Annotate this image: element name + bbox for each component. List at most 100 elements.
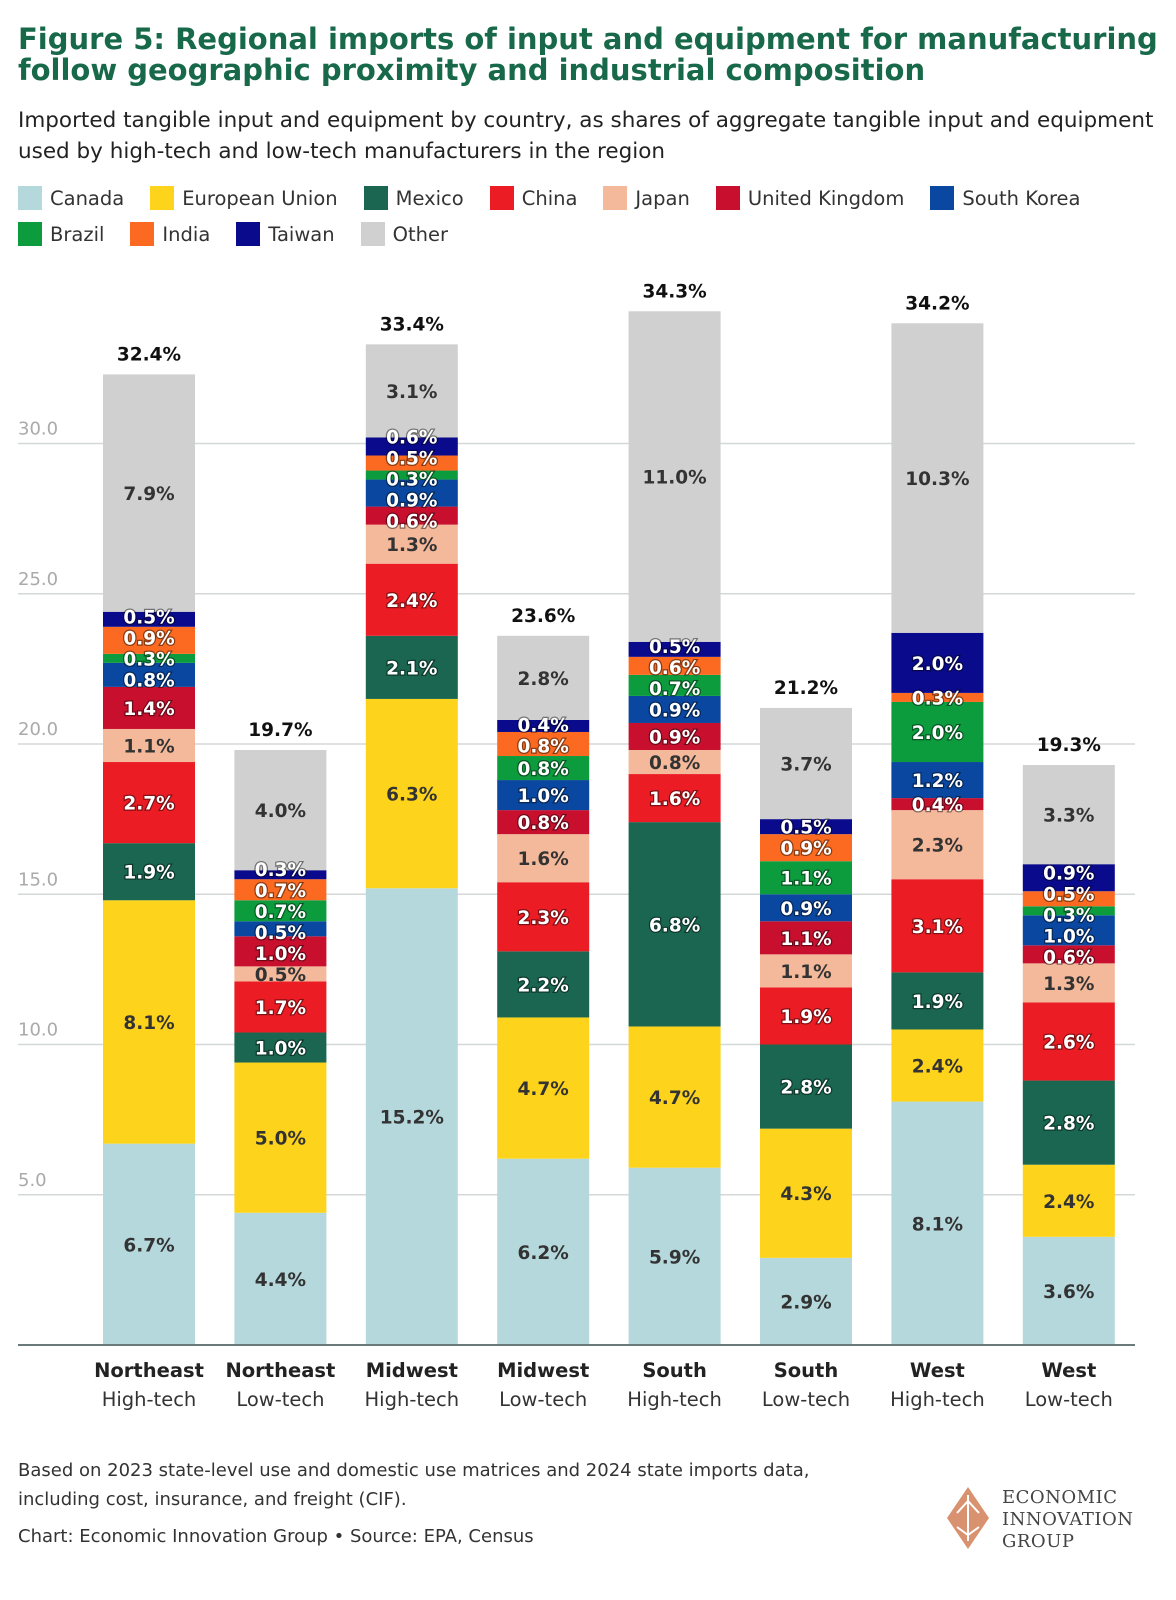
data-label: 0.8% [123, 671, 174, 692]
data-label: 11.0% [643, 468, 707, 489]
bar-segment-south-korea [234, 921, 327, 937]
legend-label: India [162, 222, 211, 246]
data-label: 5.0% [255, 1129, 306, 1150]
legend-item-brazil: Brazil [18, 222, 104, 246]
bar-segment-brazil [497, 756, 590, 781]
data-label: 0.9% [386, 491, 437, 512]
data-label: 1.3% [386, 535, 437, 556]
data-label: 4.7% [649, 1088, 700, 1109]
bar-segment-mexico [234, 1032, 327, 1063]
x-tick-type: High-tech [627, 1388, 722, 1411]
legend-item-japan: Japan [603, 186, 690, 210]
bar-segment-japan [891, 810, 984, 880]
legend-item-mexico: Mexico [363, 186, 464, 210]
bar-segment-canada [234, 1212, 327, 1345]
data-label: 2.8% [780, 1078, 831, 1099]
data-label: 0.8% [518, 813, 569, 834]
data-label: 0.5% [255, 923, 306, 944]
bar-segment-india [497, 731, 590, 757]
data-label: 6.7% [123, 1235, 174, 1256]
bar-segment-japan [1022, 963, 1115, 1003]
data-label: 4.3% [780, 1184, 831, 1205]
data-label: 2.6% [1043, 1032, 1094, 1053]
data-label: 2.3% [912, 836, 963, 857]
data-label: 0.5% [386, 449, 437, 470]
bar-segment-european-union [891, 1029, 984, 1102]
bar-segment-brazil [1022, 906, 1115, 916]
data-label: 0.7% [255, 902, 306, 923]
note-line-1: Based on 2023 state-level use and domest… [18, 1460, 810, 1481]
data-label: 3.6% [1043, 1282, 1094, 1303]
legend-swatch [930, 186, 955, 210]
bar-segment-european-union [234, 1062, 327, 1213]
bar-segment-european-union [1022, 1164, 1115, 1237]
x-tick-type: Low-tech [236, 1388, 324, 1411]
bar-segment-other [1022, 765, 1115, 865]
bar-segment-other [628, 311, 721, 642]
x-tick-type: Low-tech [762, 1388, 850, 1411]
data-label: 0.9% [780, 899, 831, 920]
bar-segment-china [891, 879, 984, 973]
data-label: 8.1% [912, 1214, 963, 1235]
bar-segment-mexico [497, 951, 590, 1018]
bar-segment-canada [760, 1257, 852, 1345]
bar-segment-india [760, 834, 852, 862]
legend-label: European Union [182, 186, 338, 210]
legend-swatch [130, 222, 155, 246]
data-label: 15.2% [380, 1108, 444, 1129]
bar-segment-taiwan [234, 870, 327, 880]
data-label: 2.0% [912, 654, 963, 675]
data-label: 0.8% [649, 753, 700, 774]
data-label: 0.6% [386, 428, 437, 449]
legend-swatch [360, 222, 385, 246]
bar-segment-united-kingdom [103, 686, 195, 729]
bar-segment-other [760, 707, 852, 820]
legend-label: China [521, 186, 578, 210]
data-label: 1.9% [123, 863, 174, 884]
data-label: 0.6% [386, 512, 437, 533]
bar-segment-mexico [891, 972, 984, 1030]
bar-segment-other [891, 323, 984, 633]
bar-segment-china [1022, 1002, 1115, 1081]
total-label: 34.3% [643, 281, 707, 302]
x-tick-type: High-tech [365, 1388, 460, 1411]
data-label: 2.8% [518, 669, 569, 690]
bar-segment-other [497, 635, 590, 720]
bar-segment-india [365, 455, 458, 471]
data-label: 2.2% [518, 975, 569, 996]
bar-segment-china [628, 774, 721, 823]
legend-item-canada: Canada [18, 186, 124, 210]
bar-segment-taiwan [628, 641, 721, 657]
bar-segment-united-kingdom [234, 936, 327, 967]
data-label: 0.8% [518, 759, 569, 780]
data-label: 8.1% [123, 1013, 174, 1034]
data-label: 1.0% [255, 1039, 306, 1060]
legend-swatch [150, 186, 175, 210]
bar-segment-south-korea [628, 695, 721, 723]
bar-segment-japan [760, 954, 852, 988]
legend-label: Japan [635, 186, 690, 210]
bar-segment-canada [497, 1158, 590, 1345]
bar-segment-united-kingdom [365, 506, 458, 525]
x-tick-type: Low-tech [1025, 1388, 1113, 1411]
data-label: 6.2% [518, 1243, 569, 1264]
bar-segment-other [234, 750, 327, 871]
bar-segment-canada [365, 888, 458, 1345]
bar-segment-european-union [497, 1017, 590, 1159]
bar-segment-china [103, 762, 195, 844]
legend-label: Canada [50, 186, 125, 210]
legend-label: Taiwan [268, 222, 335, 246]
total-label: 33.4% [380, 314, 444, 335]
bar-segment-china [760, 987, 852, 1045]
data-label: 0.5% [123, 608, 174, 629]
data-label: 0.4% [518, 715, 569, 736]
data-label: 0.6% [649, 658, 700, 679]
data-label: 0.7% [649, 679, 700, 700]
bar-segment-european-union [103, 900, 195, 1144]
data-label: 2.4% [912, 1057, 963, 1078]
x-tick-region: West [910, 1359, 965, 1382]
data-label: 1.2% [912, 771, 963, 792]
data-label: 0.3% [386, 470, 437, 491]
bar-segment-brazil [891, 701, 984, 763]
